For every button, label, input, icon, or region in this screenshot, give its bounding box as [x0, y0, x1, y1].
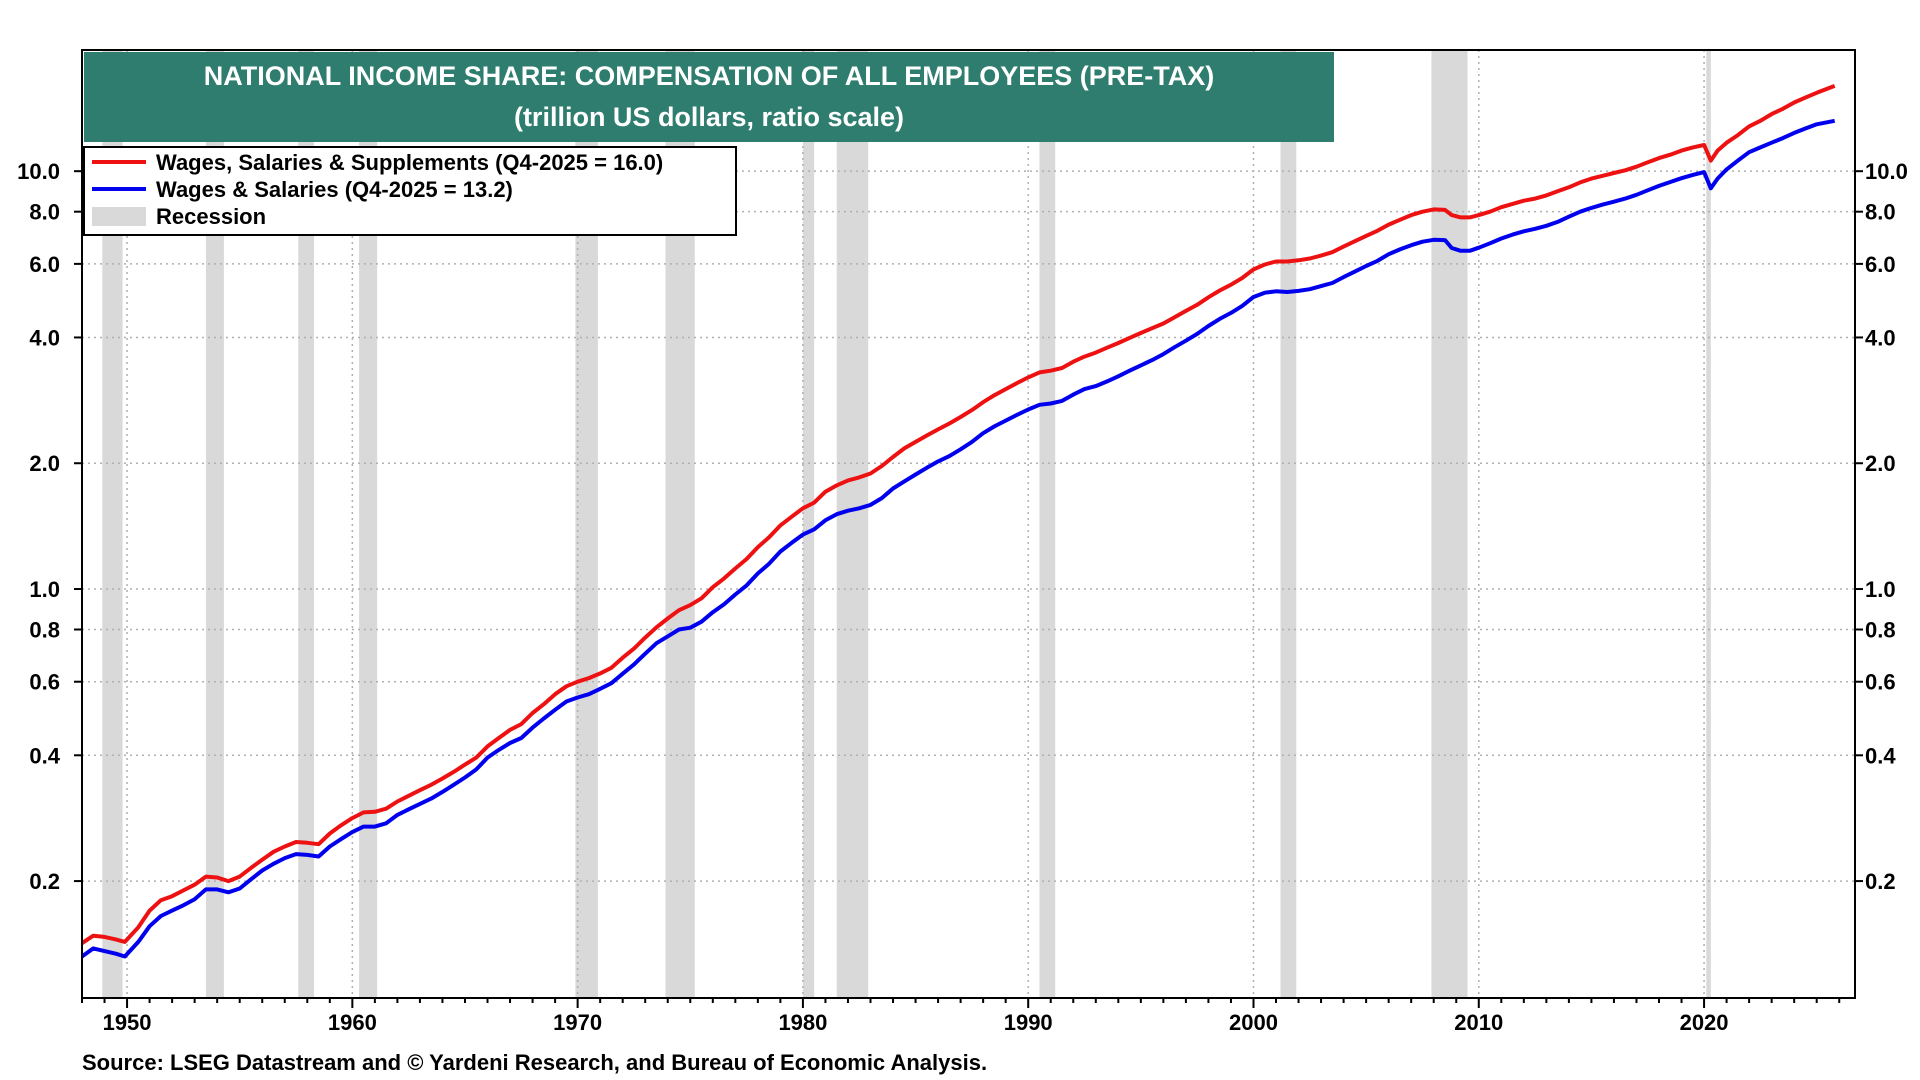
y-tick-label-left-3: 0.8 — [29, 618, 60, 643]
recession-band-2 — [298, 50, 315, 998]
legend-box — [83, 146, 737, 236]
y-tick-label-left-9: 10.0 — [17, 159, 60, 184]
y-tick-label-right-6: 4.0 — [1865, 325, 1896, 350]
recession-band-6 — [802, 50, 815, 998]
recession-band-10 — [1431, 50, 1468, 998]
x-tick-label-7: 2020 — [1680, 1010, 1729, 1035]
chart-title: NATIONAL INCOME SHARE: COMPENSATION OF A… — [204, 61, 1215, 91]
series-line-1 — [80, 118, 1836, 959]
y-tick-label-right-4: 1.0 — [1865, 577, 1896, 602]
series-lines — [80, 84, 1836, 959]
x-tick-label-4: 1990 — [1004, 1010, 1053, 1035]
recession-band-3 — [359, 50, 378, 998]
y-tick-label-right-9: 10.0 — [1865, 159, 1908, 184]
y-tick-label-right-8: 8.0 — [1865, 200, 1896, 225]
plot-frame — [81, 49, 1856, 999]
legend-label-recession: Recession — [156, 204, 266, 229]
recession-band-8 — [1039, 50, 1056, 998]
y-tick-label-left-5: 2.0 — [29, 451, 60, 476]
series-line-0 — [80, 84, 1836, 945]
x-tick-label-0: 1950 — [103, 1010, 152, 1035]
legend: Wages, Salaries & Supplements (Q4-2025 =… — [83, 146, 737, 236]
y-tick-label-left-2: 0.6 — [29, 670, 60, 695]
y-tick-label-left-1: 0.4 — [29, 743, 60, 768]
axis-ticks: 0.2 0.2 0.4 0.4 0.6 0.6 0.8 0.8 1.0 1.0 2.0 2.0 4.0 4… — [17, 159, 1908, 1035]
recession-band-11 — [1706, 50, 1711, 998]
recession-band-4 — [575, 50, 598, 998]
legend-swatch-recession — [92, 207, 146, 226]
recession-band-1 — [205, 50, 224, 998]
y-tick-label-right-5: 2.0 — [1865, 451, 1896, 476]
recession-band-9 — [1280, 50, 1297, 998]
y-tick-label-left-0: 0.2 — [29, 869, 60, 894]
x-tick-label-3: 1980 — [778, 1010, 827, 1035]
y-tick-label-right-7: 6.0 — [1865, 252, 1896, 277]
y-tick-label-right-3: 0.8 — [1865, 618, 1896, 643]
y-tick-label-right-0: 0.2 — [1865, 869, 1896, 894]
x-tick-label-6: 2010 — [1454, 1010, 1503, 1035]
recession-band-0 — [102, 50, 123, 998]
y-tick-label-left-6: 4.0 — [29, 325, 60, 350]
x-tick-label-5: 2000 — [1229, 1010, 1278, 1035]
y-tick-label-left-4: 1.0 — [29, 577, 60, 602]
y-tick-label-right-1: 0.4 — [1865, 743, 1896, 768]
recession-bands — [102, 50, 1711, 998]
recession-band-7 — [836, 50, 869, 998]
title-banner: NATIONAL INCOME SHARE: COMPENSATION OF A… — [84, 52, 1334, 142]
y-tick-label-right-2: 0.6 — [1865, 670, 1896, 695]
chart-subtitle: (trillion US dollars, ratio scale) — [514, 102, 904, 132]
y-tick-label-left-7: 6.0 — [29, 252, 60, 277]
grid-lines — [82, 50, 1855, 998]
source-note: Source: LSEG Datastream and © Yardeni Re… — [82, 1050, 988, 1075]
x-tick-label-2: 1970 — [553, 1010, 602, 1035]
title-banner-background — [84, 52, 1334, 142]
legend-label-wages-salaries-supplements: Wages, Salaries & Supplements (Q4-2025 =… — [156, 150, 663, 175]
y-tick-label-left-8: 8.0 — [29, 200, 60, 225]
x-tick-label-1: 1960 — [328, 1010, 377, 1035]
legend-label-wages-salaries: Wages & Salaries (Q4-2025 = 13.2) — [156, 177, 513, 202]
